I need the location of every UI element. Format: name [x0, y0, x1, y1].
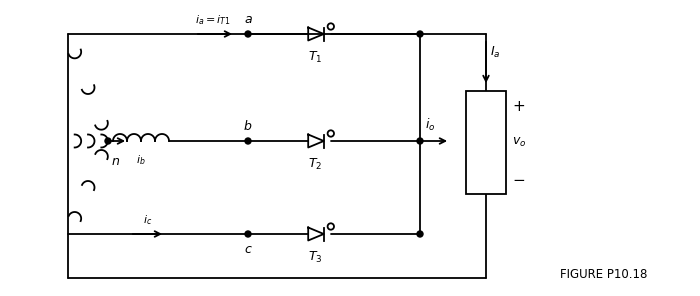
- Circle shape: [328, 130, 334, 137]
- Circle shape: [328, 23, 334, 30]
- Text: $i_o$: $i_o$: [425, 117, 435, 133]
- Circle shape: [417, 231, 423, 237]
- Text: $-$: $-$: [512, 171, 525, 186]
- Text: $i_a = i_{T1}$: $i_a = i_{T1}$: [195, 13, 231, 27]
- Circle shape: [417, 138, 423, 144]
- Text: $a$: $a$: [244, 13, 253, 26]
- Text: $i_c$: $i_c$: [144, 213, 153, 227]
- Text: $b$: $b$: [244, 119, 253, 133]
- Text: $n$: $n$: [111, 155, 120, 168]
- Text: $T_1$: $T_1$: [308, 50, 322, 65]
- Circle shape: [328, 223, 334, 230]
- Text: $T_3$: $T_3$: [308, 250, 322, 265]
- Circle shape: [105, 138, 111, 144]
- Circle shape: [417, 31, 423, 37]
- Circle shape: [245, 31, 251, 37]
- Text: $T_2$: $T_2$: [308, 157, 322, 172]
- Text: $v_o$: $v_o$: [512, 136, 526, 149]
- Text: $I_a$: $I_a$: [490, 44, 500, 59]
- Text: $+$: $+$: [512, 99, 525, 114]
- Text: FIGURE P10.18: FIGURE P10.18: [560, 268, 648, 281]
- Text: $i_b$: $i_b$: [136, 153, 146, 167]
- Text: $c$: $c$: [244, 243, 253, 256]
- Text: Load: Load: [480, 128, 493, 157]
- Circle shape: [245, 231, 251, 237]
- Bar: [466, 91, 506, 194]
- Circle shape: [245, 138, 251, 144]
